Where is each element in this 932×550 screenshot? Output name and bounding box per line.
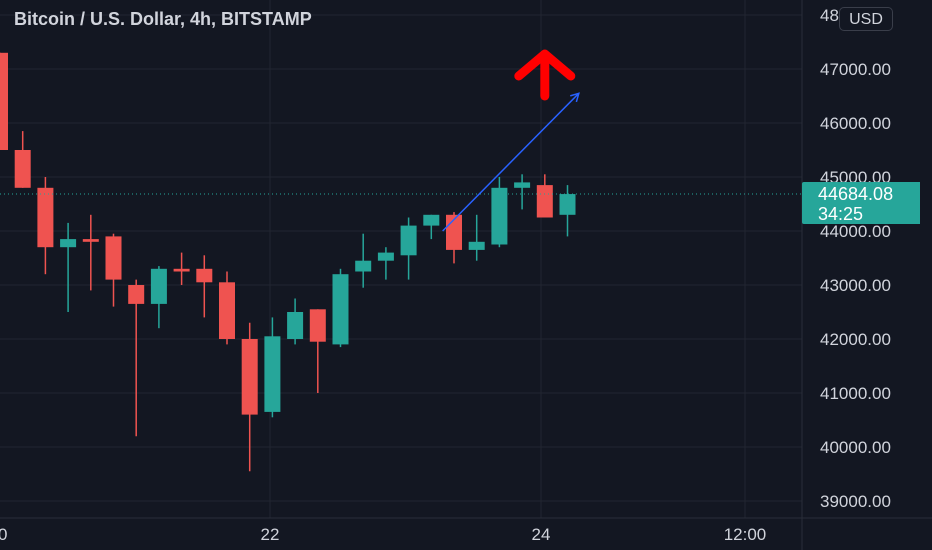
candle-body [491,187,508,245]
candle-body [377,252,394,261]
candle-body [309,309,326,342]
trend-line-arrowhead [570,92,580,103]
candle-body [287,312,304,339]
bar-countdown: 34:25 [818,204,864,224]
candle-body [332,274,349,345]
candle-body [128,285,145,304]
candle-body [219,282,235,339]
last-price-label: 44684.08 34:25 [802,182,920,224]
candle-body [400,225,417,256]
candle-body [514,182,531,188]
candle-body [37,187,54,248]
chart-title: Bitcoin / U.S. Dollar, 4h, BITSTAMP [14,9,312,29]
time-tick-label: 12:00 [724,525,767,544]
price-tick-label: 40000.00 [820,438,891,457]
price-tick-label: 47000.00 [820,60,891,79]
price-tick-label: 46000.00 [820,114,891,133]
candle-body [536,185,553,218]
time-tick-label: 22 [261,525,280,544]
candle-body [173,268,190,272]
price-tick-label: 44000.00 [820,222,891,241]
candles [0,52,802,472]
candle-body [423,214,440,226]
candle-body [14,150,31,188]
time-tick-label: 24 [532,525,551,544]
currency-button[interactable]: USD [839,7,893,31]
time-tick-label: 0 [0,525,7,544]
candle-body [559,194,576,215]
last-price-value: 44684.08 [818,184,894,204]
trend-line [442,92,580,232]
price-tick-label: 39000.00 [820,492,891,511]
candle-body [264,336,281,412]
candle-body [355,260,372,272]
price-tick-label: 43000.00 [820,276,891,295]
candle-body [105,236,122,280]
candle-body [150,268,167,304]
candle-body [196,268,213,283]
time-axis[interactable]: 0 22 24 12:00 [0,525,766,544]
price-tick-label: 41000.00 [820,384,891,403]
annotations [442,49,580,232]
candle-body [0,52,8,150]
candle-body [60,239,77,248]
candle-body [241,339,258,415]
price-tick-label: 42000.00 [820,330,891,349]
candle-body [468,241,485,250]
candle-body [82,239,99,242]
